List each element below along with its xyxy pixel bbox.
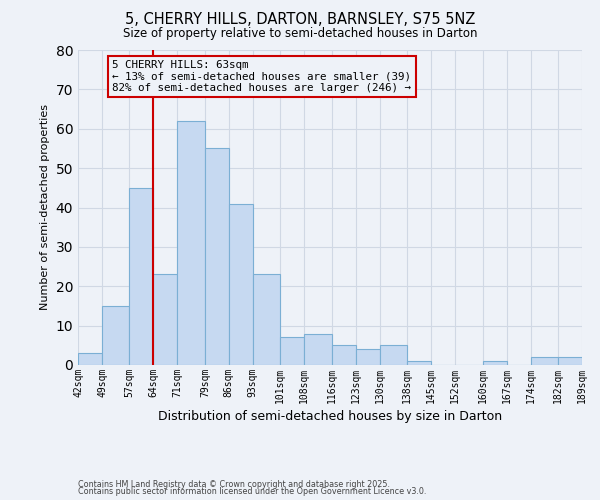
- Bar: [205, 148, 229, 365]
- Text: 5 CHERRY HILLS: 63sqm
← 13% of semi-detached houses are smaller (39)
82% of semi: 5 CHERRY HILLS: 63sqm ← 13% of semi-deta…: [112, 60, 411, 93]
- Y-axis label: Number of semi-detached properties: Number of semi-detached properties: [40, 104, 50, 310]
- Bar: [304, 334, 332, 365]
- Bar: [407, 361, 431, 365]
- Bar: [78, 353, 102, 365]
- Bar: [102, 306, 130, 365]
- Text: Contains HM Land Registry data © Crown copyright and database right 2025.: Contains HM Land Registry data © Crown c…: [78, 480, 390, 489]
- Bar: [253, 274, 280, 365]
- Bar: [332, 346, 356, 365]
- Text: Size of property relative to semi-detached houses in Darton: Size of property relative to semi-detach…: [123, 28, 477, 40]
- Bar: [280, 338, 304, 365]
- Bar: [229, 204, 253, 365]
- Text: 5, CHERRY HILLS, DARTON, BARNSLEY, S75 5NZ: 5, CHERRY HILLS, DARTON, BARNSLEY, S75 5…: [125, 12, 475, 28]
- Bar: [558, 357, 582, 365]
- Bar: [380, 346, 407, 365]
- X-axis label: Distribution of semi-detached houses by size in Darton: Distribution of semi-detached houses by …: [158, 410, 502, 423]
- Bar: [530, 357, 558, 365]
- Bar: [154, 274, 178, 365]
- Bar: [130, 188, 154, 365]
- Bar: [178, 121, 205, 365]
- Text: Contains public sector information licensed under the Open Government Licence v3: Contains public sector information licen…: [78, 488, 427, 496]
- Bar: [356, 349, 380, 365]
- Bar: [482, 361, 506, 365]
